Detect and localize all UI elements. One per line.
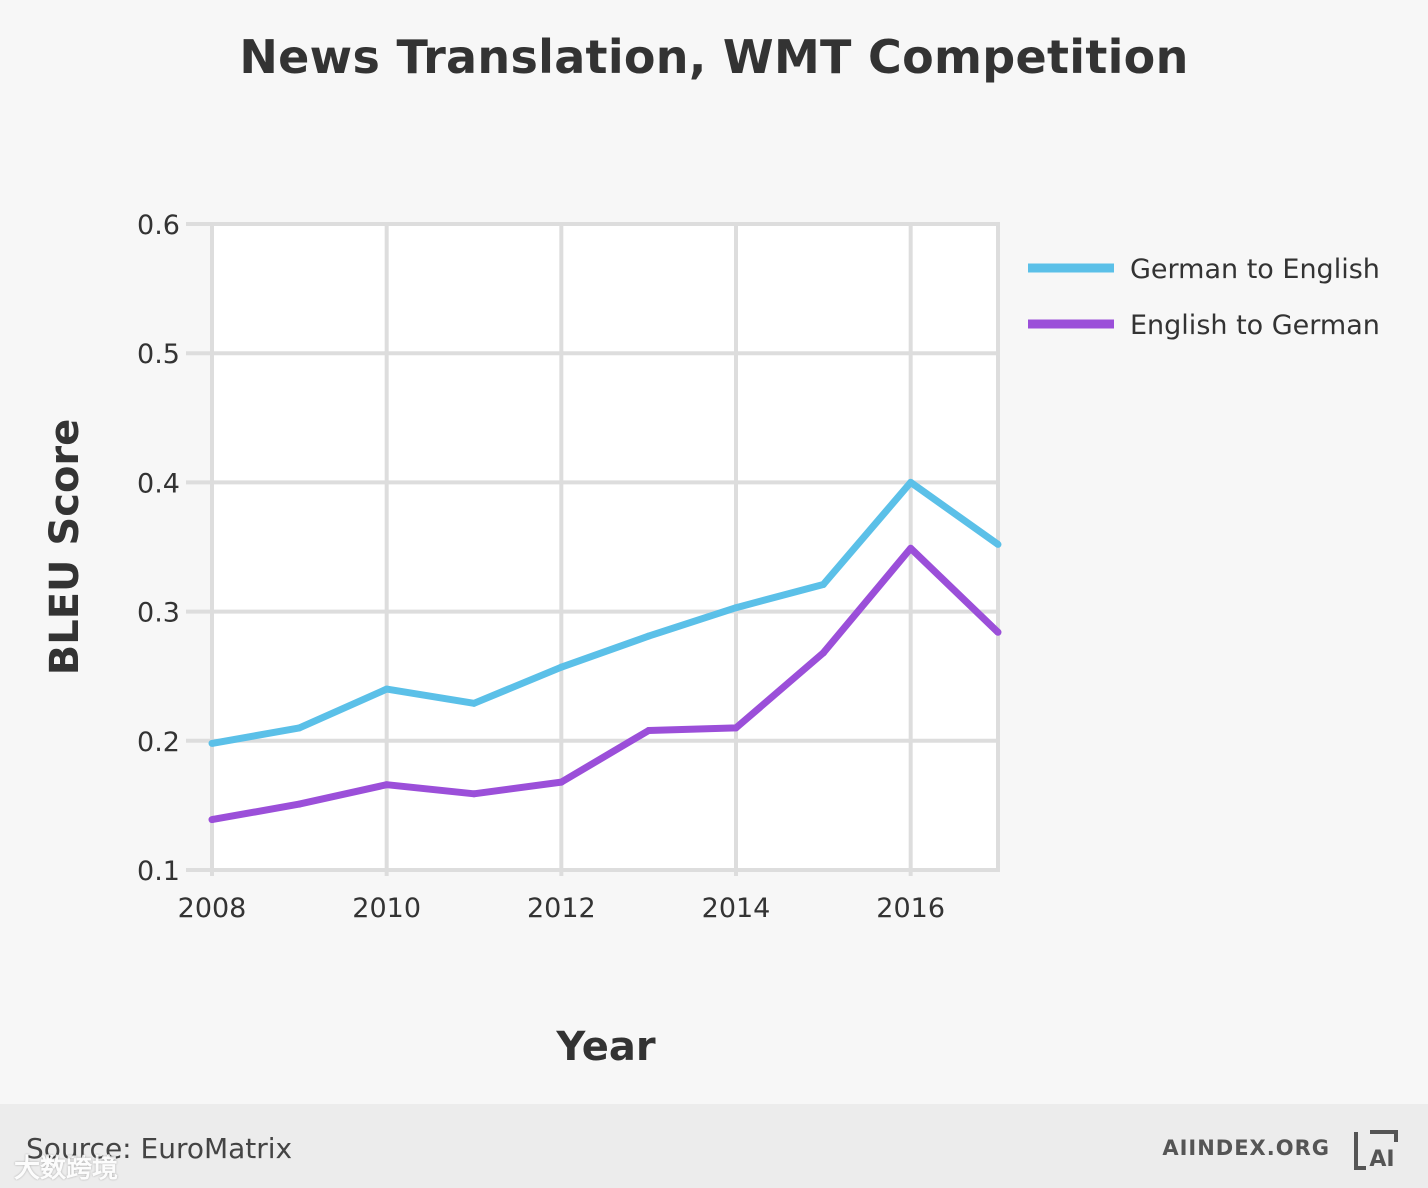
ai-index-logo-icon: AI <box>1354 1130 1398 1172</box>
y-tick-label: 0.5 <box>137 339 180 370</box>
y-tick-label: 0.1 <box>137 856 180 887</box>
x-tick-label: 2008 <box>178 893 247 924</box>
x-tick-label: 2012 <box>527 893 596 924</box>
data-point[interactable] <box>383 685 391 693</box>
plot-area <box>210 222 1000 872</box>
data-point[interactable] <box>295 724 303 732</box>
legend-label: English to German <box>1130 310 1380 341</box>
legend: German to English English to German <box>1028 254 1380 341</box>
y-tick-label: 0.4 <box>137 468 180 499</box>
brand-name[interactable]: AIINDEX.ORG <box>1162 1136 1330 1160</box>
x-axis-title: Year <box>555 1024 655 1070</box>
y-tick-label: 0.3 <box>137 598 180 629</box>
data-point[interactable] <box>470 790 478 798</box>
data-point[interactable] <box>208 739 216 747</box>
line-chart: 0.1 0.2 0.3 0.4 0.5 0.6 2008 2010 2012 2014 2016 B… <box>42 210 1380 1070</box>
data-point[interactable] <box>470 699 478 707</box>
series-line-german-to-english[interactable] <box>211 478 1001 747</box>
y-tick-label: 0.6 <box>137 210 180 241</box>
data-point[interactable] <box>994 628 1002 636</box>
data-point[interactable] <box>208 816 216 824</box>
data-point[interactable] <box>557 778 565 786</box>
data-point[interactable] <box>295 800 303 808</box>
data-point[interactable] <box>994 540 1002 548</box>
data-point[interactable] <box>732 724 740 732</box>
data-point[interactable] <box>557 663 565 671</box>
x-tick-label: 2016 <box>876 893 945 924</box>
data-point[interactable] <box>907 544 915 552</box>
x-tick-label: 2010 <box>352 893 421 924</box>
source-note: Source: EuroMatrix <box>26 1132 293 1165</box>
data-point[interactable] <box>907 478 915 486</box>
footer: Source: EuroMatrix 大数跨境 AIINDEX.ORG AI <box>0 1104 1428 1188</box>
data-point[interactable] <box>732 604 740 612</box>
data-point[interactable] <box>383 781 391 789</box>
logo-text: AI <box>1369 1147 1394 1172</box>
chart-title: News Translation, WMT Competition <box>239 30 1189 84</box>
x-tick-label: 2014 <box>702 893 771 924</box>
y-tick-label: 0.2 <box>137 727 180 758</box>
legend-label: German to English <box>1130 254 1380 285</box>
watermark: 大数跨境 <box>14 1154 119 1184</box>
y-axis-title: BLEU Score <box>42 419 88 676</box>
data-point[interactable] <box>819 649 827 657</box>
data-point[interactable] <box>645 632 653 640</box>
data-point[interactable] <box>645 726 653 734</box>
data-point[interactable] <box>819 580 827 588</box>
series-line-english-to-german[interactable] <box>211 544 1001 824</box>
